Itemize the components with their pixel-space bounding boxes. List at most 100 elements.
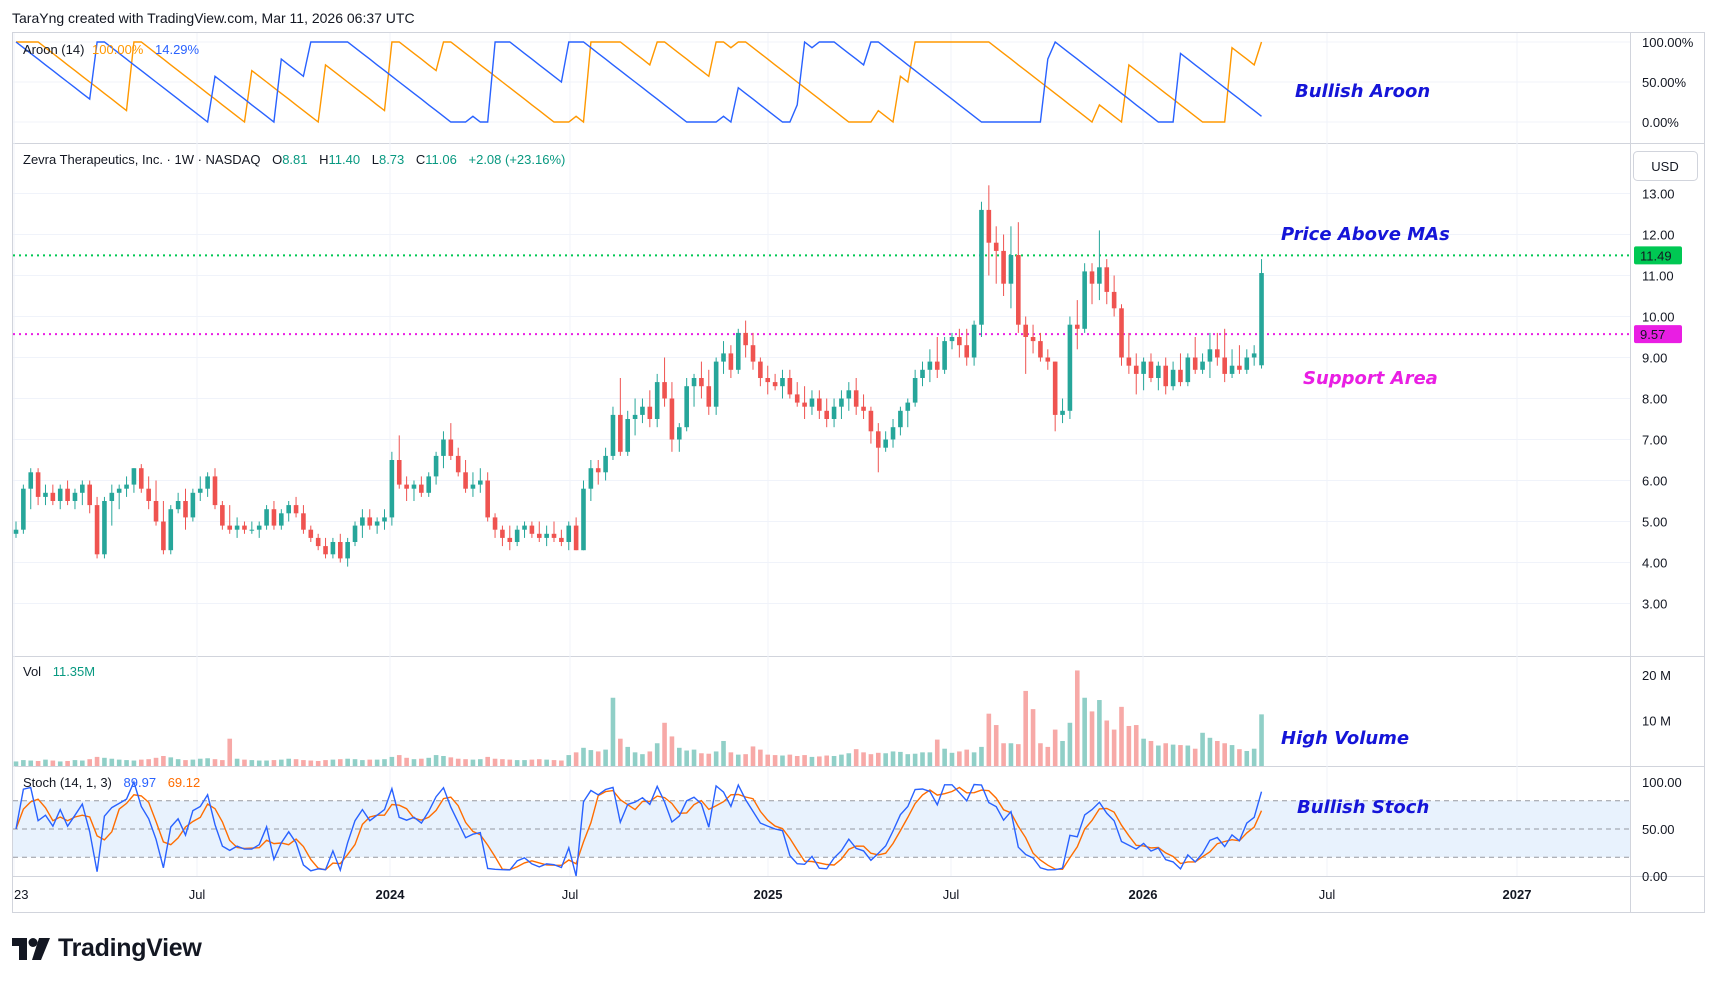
candle-body xyxy=(382,517,387,522)
volume-bar xyxy=(50,760,56,766)
candle-body xyxy=(1038,341,1043,358)
candle-body xyxy=(94,505,100,555)
volume-bar xyxy=(654,743,660,766)
candle-body xyxy=(831,406,837,419)
volume-bar xyxy=(455,758,461,766)
candle-body xyxy=(183,501,188,518)
candle-body xyxy=(662,382,667,399)
candle-body xyxy=(1222,357,1227,374)
candle-body xyxy=(485,480,490,518)
candle-body xyxy=(205,476,210,489)
volume-series xyxy=(13,670,1264,766)
volume-bar xyxy=(57,761,63,766)
stoch-tick-label: 100.00 xyxy=(1642,775,1682,790)
candle-body xyxy=(912,378,918,403)
candle-body xyxy=(492,517,498,530)
volume-bar xyxy=(396,755,402,766)
chart-frame xyxy=(12,32,1705,913)
stochastic-pane xyxy=(15,779,1263,877)
candle-body xyxy=(1133,365,1139,374)
candle-body xyxy=(735,332,741,370)
volume-bar xyxy=(1016,744,1021,766)
stoch-band-fill xyxy=(13,800,1630,858)
volume-bar xyxy=(920,752,925,766)
volume-bar xyxy=(367,759,373,766)
candle-body xyxy=(1229,365,1235,374)
volume-bar xyxy=(898,751,903,766)
time-tick-label: 2025 xyxy=(754,887,783,902)
currency-button[interactable]: USD xyxy=(1633,151,1698,181)
candle-body xyxy=(1148,361,1154,378)
volume-bar xyxy=(1170,744,1176,766)
volume-bar xyxy=(116,759,122,766)
volume-bar xyxy=(1008,743,1014,766)
price-tick-label: 9.00 xyxy=(1642,351,1667,366)
candle-body xyxy=(1259,273,1264,366)
candle-body xyxy=(964,345,970,358)
price-tick-label: 13.00 xyxy=(1642,187,1675,202)
candle-body xyxy=(345,542,350,559)
volume-bar xyxy=(1200,732,1205,766)
candle-body xyxy=(942,341,947,370)
candle-body xyxy=(684,386,689,428)
volume-bar xyxy=(949,752,955,766)
candle-body xyxy=(441,439,446,456)
candle-body xyxy=(102,501,107,555)
candle-body xyxy=(559,537,564,542)
volume-bar xyxy=(146,759,151,766)
candle-body xyxy=(846,390,852,399)
candle-body xyxy=(337,542,343,559)
volume-bar xyxy=(595,751,601,766)
volume-bar xyxy=(65,760,70,766)
candle-body xyxy=(625,419,631,452)
candle-body xyxy=(352,525,358,542)
candle-body xyxy=(1119,308,1124,358)
volume-bar xyxy=(1030,709,1036,766)
volume-bar xyxy=(1119,706,1124,766)
candle-body xyxy=(308,529,314,538)
volume-bar xyxy=(1141,738,1146,766)
volume-bar xyxy=(735,754,741,766)
volume-bar xyxy=(1111,729,1117,766)
stoch-tick-label: 50.00 xyxy=(1642,822,1675,837)
time-tick-label: Jul xyxy=(562,887,579,902)
volume-bar xyxy=(772,755,778,766)
volume-bar xyxy=(264,760,269,766)
candle-body xyxy=(1251,353,1257,358)
volume-bar xyxy=(389,756,395,766)
grid-lines xyxy=(13,33,1630,876)
candle-body xyxy=(522,525,527,530)
candle-body xyxy=(1126,357,1132,366)
candle-body xyxy=(573,525,579,551)
candle-body xyxy=(500,529,505,538)
candle-body xyxy=(566,525,572,542)
volume-bar xyxy=(345,758,350,766)
volume-bar xyxy=(581,747,586,766)
volume-bar xyxy=(942,748,947,766)
volume-bar xyxy=(817,756,822,766)
volume-bar xyxy=(212,759,218,766)
candle-body xyxy=(581,488,586,551)
volume-bar xyxy=(337,759,343,766)
time-tick-label: 2026 xyxy=(1129,887,1158,902)
candle-body xyxy=(1156,365,1161,378)
candle-body xyxy=(669,398,675,440)
volume-bar xyxy=(352,759,358,766)
volume-bar xyxy=(1156,745,1161,766)
volume-bar xyxy=(411,759,417,766)
candle-body xyxy=(470,484,476,489)
tradingview-logo[interactable]: TradingView xyxy=(12,934,202,963)
volume-bar xyxy=(1244,750,1250,766)
volume-bar xyxy=(13,761,19,766)
volume-bar xyxy=(957,751,962,766)
candle-body xyxy=(507,537,513,542)
volume-bar xyxy=(183,760,188,766)
volume-bar xyxy=(780,755,785,766)
candle-body xyxy=(1170,369,1176,387)
volume-bar xyxy=(669,736,675,766)
volume-bar xyxy=(1178,745,1183,766)
volume-bar xyxy=(197,758,203,766)
volume-bar xyxy=(21,760,26,766)
volume-bar xyxy=(1060,740,1065,766)
